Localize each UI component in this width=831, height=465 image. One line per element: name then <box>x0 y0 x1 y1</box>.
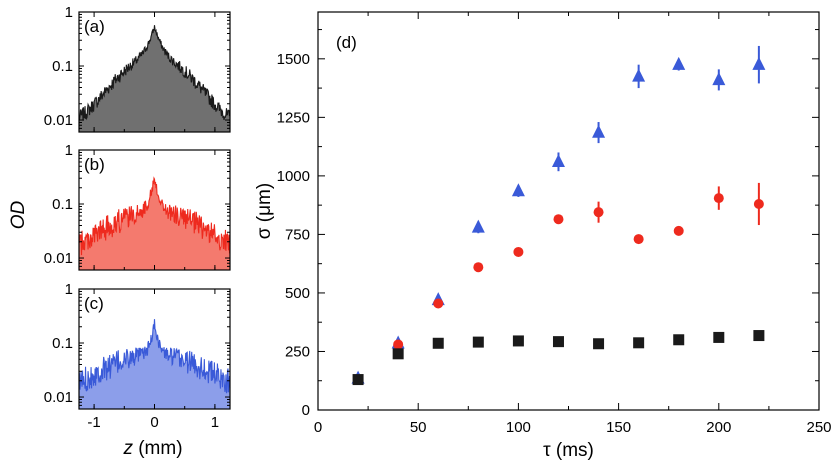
y-tick-label-b: 0.01 <box>44 250 73 267</box>
y-tick-label-c: 1 <box>65 281 73 298</box>
y-tick-label-b: 0.1 <box>52 196 73 213</box>
panel-label-a: (a) <box>84 17 105 36</box>
point-triangle <box>672 56 686 70</box>
x-tick-label: 250 <box>806 419 831 436</box>
point-circle <box>513 246 524 257</box>
od-axis-title: OD <box>8 200 29 229</box>
series-circle <box>353 182 764 385</box>
point-square <box>512 335 524 347</box>
point-circle <box>713 193 724 204</box>
x-tick-label: 100 <box>506 419 531 436</box>
point-circle <box>673 225 684 236</box>
x-tick-label-c: 0 <box>150 414 158 431</box>
point-triangle <box>752 56 766 70</box>
x-tick-label-c: 1 <box>211 414 219 431</box>
point-triangle <box>471 219 485 233</box>
point-triangle <box>592 124 606 138</box>
point-square <box>593 338 605 350</box>
y-tick-label: 750 <box>285 226 310 243</box>
point-square <box>352 374 364 386</box>
x-tick-label: 50 <box>410 419 427 436</box>
series-square <box>352 330 765 386</box>
point-square <box>432 337 444 349</box>
y-tick-label: 0 <box>302 402 310 419</box>
panel-label-d: (d) <box>336 33 357 52</box>
point-square <box>552 336 564 348</box>
point-square <box>713 331 725 343</box>
y-axis-title: σ (μm) <box>254 183 275 239</box>
point-circle <box>633 234 644 245</box>
point-circle <box>553 214 564 225</box>
profile-trace-b <box>78 176 231 256</box>
y-tick-label: 1000 <box>277 168 310 185</box>
point-circle <box>473 262 484 273</box>
profile-panel-c: 0.01 0.1 1 -1 0 1 (c) <box>44 281 231 431</box>
y-tick-label-c: 0.1 <box>52 335 73 352</box>
point-square <box>392 348 404 360</box>
y-tick-label: 1500 <box>277 51 310 68</box>
point-circle <box>593 207 604 218</box>
x-tick-label: 0 <box>314 419 322 436</box>
panel-label-b: (b) <box>84 155 105 174</box>
point-triangle <box>712 72 726 86</box>
point-circle <box>753 198 764 209</box>
z-axis-unit: (mm) <box>133 438 183 459</box>
point-triangle <box>511 183 525 197</box>
x-axis-title: τ (ms) <box>543 440 594 461</box>
y-tick-label: 250 <box>285 343 310 360</box>
profile-trace-c <box>78 319 231 394</box>
z-axis-title: z (mm) <box>122 438 182 459</box>
y-tick-label-c: 0.01 <box>44 389 73 406</box>
point-square <box>472 336 484 348</box>
y-tick-label-a: 1 <box>65 4 73 21</box>
x-tick-label-c: -1 <box>87 414 100 431</box>
y-tick-label: 1250 <box>277 109 310 126</box>
point-triangle <box>632 68 646 82</box>
profile-fill-b <box>79 178 230 270</box>
profile-fill-c <box>79 319 230 409</box>
y-tick-label: 500 <box>285 285 310 302</box>
x-tick-label: 200 <box>706 419 731 436</box>
point-circle <box>433 298 444 309</box>
profile-trace-a <box>78 25 231 121</box>
x-tick-label: 150 <box>606 419 631 436</box>
z-axis-variable: z <box>122 438 133 459</box>
y-tick-label-a: 0.1 <box>52 58 73 75</box>
point-square <box>673 334 685 346</box>
profile-panel-b: 0.01 0.1 1 (b) <box>44 142 231 271</box>
point-circle <box>393 339 404 350</box>
panel-label-c: (c) <box>84 294 104 313</box>
y-tick-label-b: 1 <box>65 142 73 159</box>
sigma-vs-tau-panel: 0 50 100 150 200 250 0 250 500 750 1000 1250 1500 τ (… <box>254 11 831 461</box>
profile-panel-a: 0.01 0.1 1 (a) <box>44 4 231 133</box>
profile-fill-a <box>79 25 230 132</box>
point-square <box>633 337 645 349</box>
y-tick-label-a: 0.01 <box>44 112 73 129</box>
point-square <box>753 330 765 342</box>
point-triangle <box>551 154 565 168</box>
